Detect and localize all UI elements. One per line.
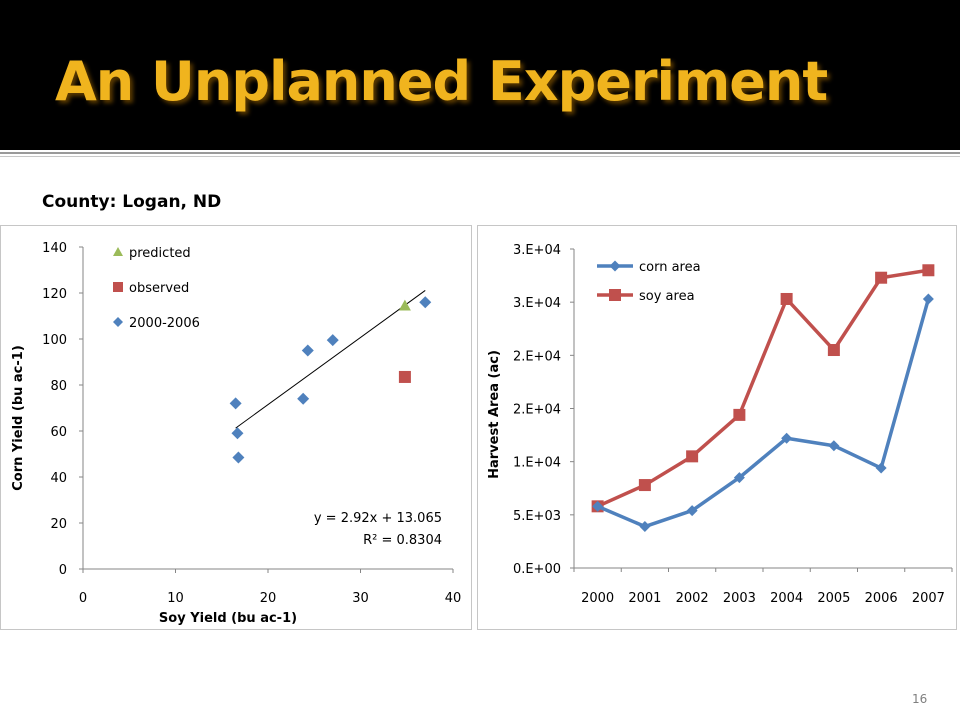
x-tick-label: 10 <box>167 591 184 606</box>
y-tick-label: 2.E+04 <box>513 349 561 364</box>
2000-2006-point <box>419 296 432 309</box>
y-tick-label: 20 <box>50 517 67 532</box>
y-tick-label: 140 <box>42 241 67 256</box>
legend-corn-area-marker <box>609 260 621 272</box>
legend-predicted-marker <box>113 247 123 256</box>
y-tick-label: 1.E+04 <box>513 456 561 471</box>
trendline <box>235 290 426 429</box>
soy-area-point <box>827 344 840 357</box>
y-axis-title: Corn Yield (bu ac-1) <box>11 345 26 491</box>
x-axis-title: Soy Yield (bu ac-1) <box>159 611 297 626</box>
title-bar <box>0 0 960 150</box>
x-tick-label: 2005 <box>817 591 850 606</box>
legend-soy-area-marker <box>609 289 621 301</box>
corn-area-point <box>828 440 840 452</box>
trendline-equation: y = 2.92x + 13.065 <box>314 511 442 526</box>
corn-area-point <box>781 432 793 444</box>
x-tick-label: 2007 <box>912 591 945 606</box>
soy-area-point <box>875 271 888 284</box>
soy-area-point <box>638 479 651 492</box>
harvest-area-svg: 0.E+00 5.E+03 1.E+04 2.E+04 2.E+04 3.E+04 3.E+… <box>487 243 953 606</box>
soy-area-line <box>596 268 929 508</box>
x-tick-label: 2000 <box>581 591 614 606</box>
observed-point <box>398 370 411 383</box>
y-tick-label: 100 <box>42 333 67 348</box>
legend-2000-2006-marker <box>113 317 123 327</box>
y-tick-label: 3.E+04 <box>513 243 561 258</box>
legend-observed-marker <box>113 282 123 292</box>
county-label: County: Logan, ND <box>42 192 222 212</box>
y-tick-label: 3.E+04 <box>513 296 561 311</box>
y-tick-label: 80 <box>50 379 67 394</box>
x-tick-label: 0 <box>79 591 87 606</box>
corn-area-point <box>733 472 745 484</box>
y-tick-label: 120 <box>42 287 67 302</box>
soy-area-point <box>922 264 935 277</box>
x-tick-label: 2003 <box>723 591 756 606</box>
soy-area-point <box>733 408 746 421</box>
x-tick-label: 2006 <box>865 591 898 606</box>
soy-area-point <box>780 292 793 305</box>
corn-area-point <box>875 462 887 474</box>
harvest-area-chart: 0.E+00 5.E+03 1.E+04 2.E+04 2.E+04 3.E+04 3.E+… <box>477 225 957 630</box>
corn-area-point <box>639 521 651 533</box>
title-divider-secondary <box>0 156 960 157</box>
2000-2006-point <box>301 344 314 357</box>
corn-area-point <box>686 505 698 517</box>
legend-soy-area-label: soy area <box>639 289 695 304</box>
x-tick-label: 2001 <box>628 591 661 606</box>
x-tick-label: 2002 <box>676 591 709 606</box>
corn-area-point <box>922 293 934 305</box>
y-tick-label: 0 <box>59 563 67 578</box>
corn-area-point <box>592 500 604 512</box>
r-squared-label: R² = 0.8304 <box>363 533 442 548</box>
title-divider <box>0 152 960 154</box>
x-tick-label: 20 <box>260 591 277 606</box>
x-tick-label: 2004 <box>770 591 803 606</box>
legend-2000-2006-label: 2000-2006 <box>129 316 200 331</box>
legend-predicted-label: predicted <box>129 246 191 261</box>
predicted-point <box>398 299 411 311</box>
legend-corn-area-label: corn area <box>639 260 701 275</box>
2000-2006-point <box>229 397 242 410</box>
legend-observed-label: observed <box>129 281 189 296</box>
yield-scatter-svg: 0 20 40 60 80 100 120 140 0 10 20 30 40 Soy Yield (bu… <box>11 241 462 626</box>
slide-title: An Unplanned Experiment <box>55 50 828 113</box>
y-axis-title: Harvest Area (ac) <box>487 350 502 479</box>
2000-2006-point <box>326 334 339 347</box>
2000-2006-point <box>232 451 245 464</box>
x-tick-label: 30 <box>352 591 369 606</box>
x-tick-label: 40 <box>445 591 462 606</box>
slide-number: 16 <box>912 692 928 706</box>
yield-scatter-chart: 0 20 40 60 80 100 120 140 0 10 20 30 40 Soy Yield (bu… <box>0 225 472 630</box>
y-tick-label: 60 <box>50 425 67 440</box>
y-tick-label: 2.E+04 <box>513 403 561 418</box>
2000-2006-point <box>231 427 244 440</box>
y-tick-label: 0.E+00 <box>513 562 561 577</box>
y-tick-label: 5.E+03 <box>513 509 561 524</box>
2000-2006-point <box>297 392 310 405</box>
corn-area-line <box>596 298 931 529</box>
y-tick-label: 40 <box>50 471 67 486</box>
soy-area-point <box>686 450 699 463</box>
